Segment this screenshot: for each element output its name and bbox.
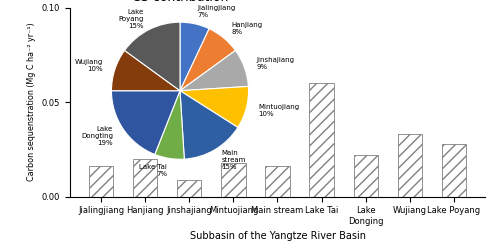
Bar: [354, 155, 378, 197]
Wedge shape: [180, 50, 248, 91]
Text: Hanjiang
8%: Hanjiang 8%: [232, 22, 262, 35]
Bar: [221, 163, 246, 197]
Wedge shape: [155, 91, 184, 159]
Wedge shape: [124, 22, 180, 91]
Bar: [442, 144, 466, 197]
Wedge shape: [180, 29, 236, 91]
Wedge shape: [112, 50, 180, 91]
Text: Lake Tai
7%: Lake Tai 7%: [140, 164, 168, 177]
Bar: [89, 166, 113, 197]
Wedge shape: [180, 22, 209, 91]
Bar: [266, 166, 289, 197]
Bar: [177, 180, 202, 197]
Wedge shape: [180, 86, 248, 128]
Bar: [133, 159, 158, 197]
Title: CS contribution: CS contribution: [132, 0, 228, 4]
Bar: [310, 83, 334, 197]
Bar: [398, 134, 422, 197]
X-axis label: Subbasin of the Yangtze River Basin: Subbasin of the Yangtze River Basin: [190, 231, 366, 241]
Text: Jialingjiang
7%: Jialingjiang 7%: [198, 5, 236, 18]
Text: Main
stream
15%: Main stream 15%: [221, 150, 246, 170]
Text: Lake
Poyang
15%: Lake Poyang 15%: [118, 9, 144, 29]
Wedge shape: [180, 91, 238, 159]
Text: Wujiang
10%: Wujiang 10%: [75, 59, 103, 72]
Text: Mintuojiang
10%: Mintuojiang 10%: [258, 104, 300, 117]
Wedge shape: [112, 91, 180, 154]
Text: Jinshajiang
9%: Jinshajiang 9%: [256, 57, 294, 70]
Y-axis label: Carbon sequenstration (Mg C ha⁻² yr⁻¹): Carbon sequenstration (Mg C ha⁻² yr⁻¹): [28, 23, 36, 181]
Text: Lake
Dongting
19%: Lake Dongting 19%: [81, 126, 113, 146]
